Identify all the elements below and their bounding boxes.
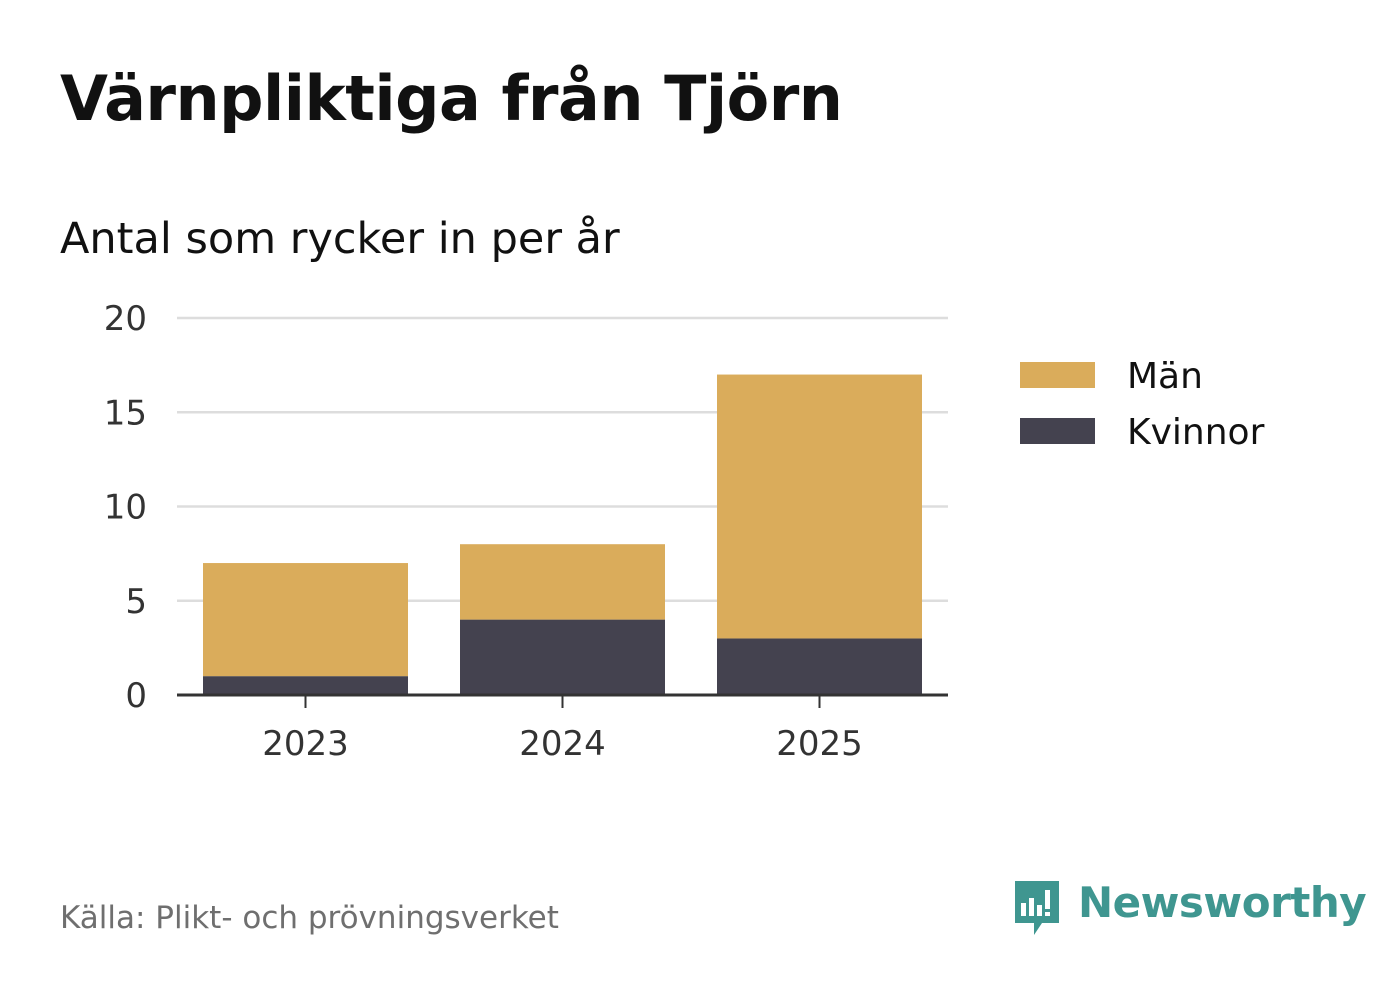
bars	[203, 374, 922, 695]
bar-segment	[460, 544, 665, 620]
y-tick-label: 20	[104, 299, 147, 339]
y-tick-label: 15	[104, 393, 147, 433]
bar-segment	[460, 619, 665, 695]
bar-segment	[717, 638, 922, 695]
legend-swatch	[1020, 418, 1095, 444]
source-note: Källa: Plikt- och prövningsverket	[60, 900, 559, 936]
axes: 0 5 10 15 20 2023 2024 2025	[104, 299, 948, 764]
y-tick-label: 0	[125, 676, 147, 716]
brand-name: Newsworthy	[1078, 878, 1367, 927]
y-tick-label: 5	[125, 582, 147, 622]
newsworthy-logo-icon	[1015, 881, 1059, 935]
bar-segment	[717, 374, 922, 639]
x-tick-label: 2025	[776, 724, 863, 764]
x-tick-label: 2023	[262, 724, 349, 764]
legend-swatch	[1020, 362, 1095, 388]
legend: Män Kvinnor	[1020, 356, 1265, 453]
chart-title: Värnpliktiga från Tjörn	[60, 62, 843, 135]
legend-label: Män	[1127, 356, 1203, 397]
x-tick-label: 2024	[519, 724, 606, 764]
bar-segment	[203, 676, 408, 695]
chart-subtitle: Antal som rycker in per år	[60, 214, 620, 264]
bar-segment	[203, 563, 408, 677]
y-tick-label: 10	[104, 488, 147, 528]
stacked-bar-chart: 0 5 10 15 20 2023 2024 2025 Män Kvinnor	[104, 299, 1265, 764]
brand-logo[interactable]: Newsworthy	[1012, 878, 1367, 942]
legend-label: Kvinnor	[1127, 412, 1265, 453]
